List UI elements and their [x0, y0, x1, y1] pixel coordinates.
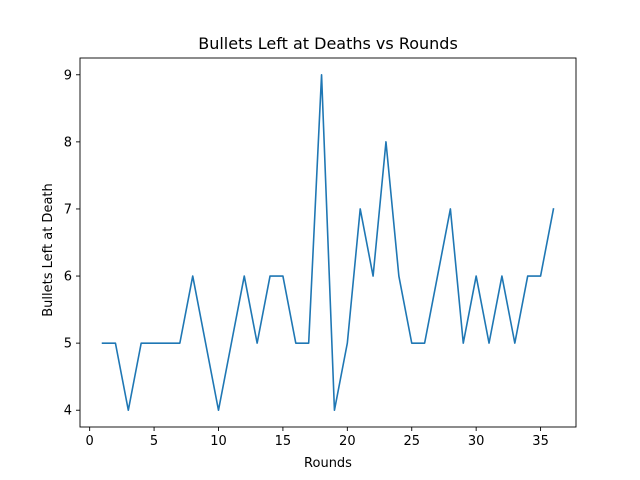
x-axis-title: Rounds	[304, 456, 352, 471]
y-tick-label-6: 6	[64, 270, 72, 285]
y-tick-label-9: 9	[64, 68, 72, 83]
series-line-0	[101, 73, 555, 412]
axes-frame	[79, 57, 577, 428]
x-tick-label-20: 20	[339, 434, 356, 449]
x-tick-label-0: 0	[86, 434, 94, 449]
chart-title: Bullets Left at Deaths vs Rounds	[198, 34, 458, 53]
y-tick-label-7: 7	[64, 202, 72, 217]
y-tick-label-4: 4	[64, 404, 72, 419]
x-tick-label-25: 25	[403, 434, 420, 449]
y-tick-label-5: 5	[64, 337, 72, 352]
x-tick-label-15: 15	[275, 434, 292, 449]
y-tick-label-8: 8	[64, 135, 72, 150]
y-axis-title: Bullets Left at Death	[41, 183, 56, 316]
x-tick-label-5: 5	[150, 434, 158, 449]
plot-area: 0 5 10 15 20 25 30 35 4 5 6 7 8 9	[64, 57, 577, 449]
x-tick-label-35: 35	[532, 434, 549, 449]
x-tick-label-10: 10	[210, 434, 227, 449]
x-tick-label-30: 30	[468, 434, 485, 449]
